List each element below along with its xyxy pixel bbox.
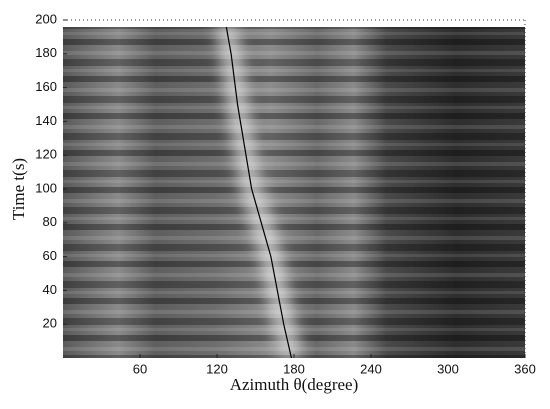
y-tick-label: 20 [43, 316, 57, 331]
y-tick-label: 120 [35, 147, 57, 162]
line [225, 27, 293, 358]
x-axis-label: Azimuth θ(degree) [230, 375, 359, 394]
stripes [63, 27, 525, 358]
y-tick-label: 60 [43, 248, 57, 263]
y-tick-label: 200 [35, 11, 57, 26]
y-tick-label: 160 [35, 79, 57, 94]
x-tick-label: 240 [360, 361, 382, 376]
y-tick-label: 180 [35, 45, 57, 60]
y-tick-label: 100 [35, 180, 57, 195]
x-tick-label: 300 [437, 361, 459, 376]
x-tick-label: 360 [514, 361, 536, 376]
y-tick-label: 80 [43, 214, 57, 229]
x-tick-label: 180 [283, 361, 305, 376]
y-tick-label: 140 [35, 113, 57, 128]
x-tick-label: 120 [206, 361, 228, 376]
y-axis-label: Time t(s) [9, 158, 28, 220]
x-tick-label: 60 [133, 361, 147, 376]
y-tick-label: 40 [43, 282, 57, 297]
plot-area [63, 27, 525, 358]
